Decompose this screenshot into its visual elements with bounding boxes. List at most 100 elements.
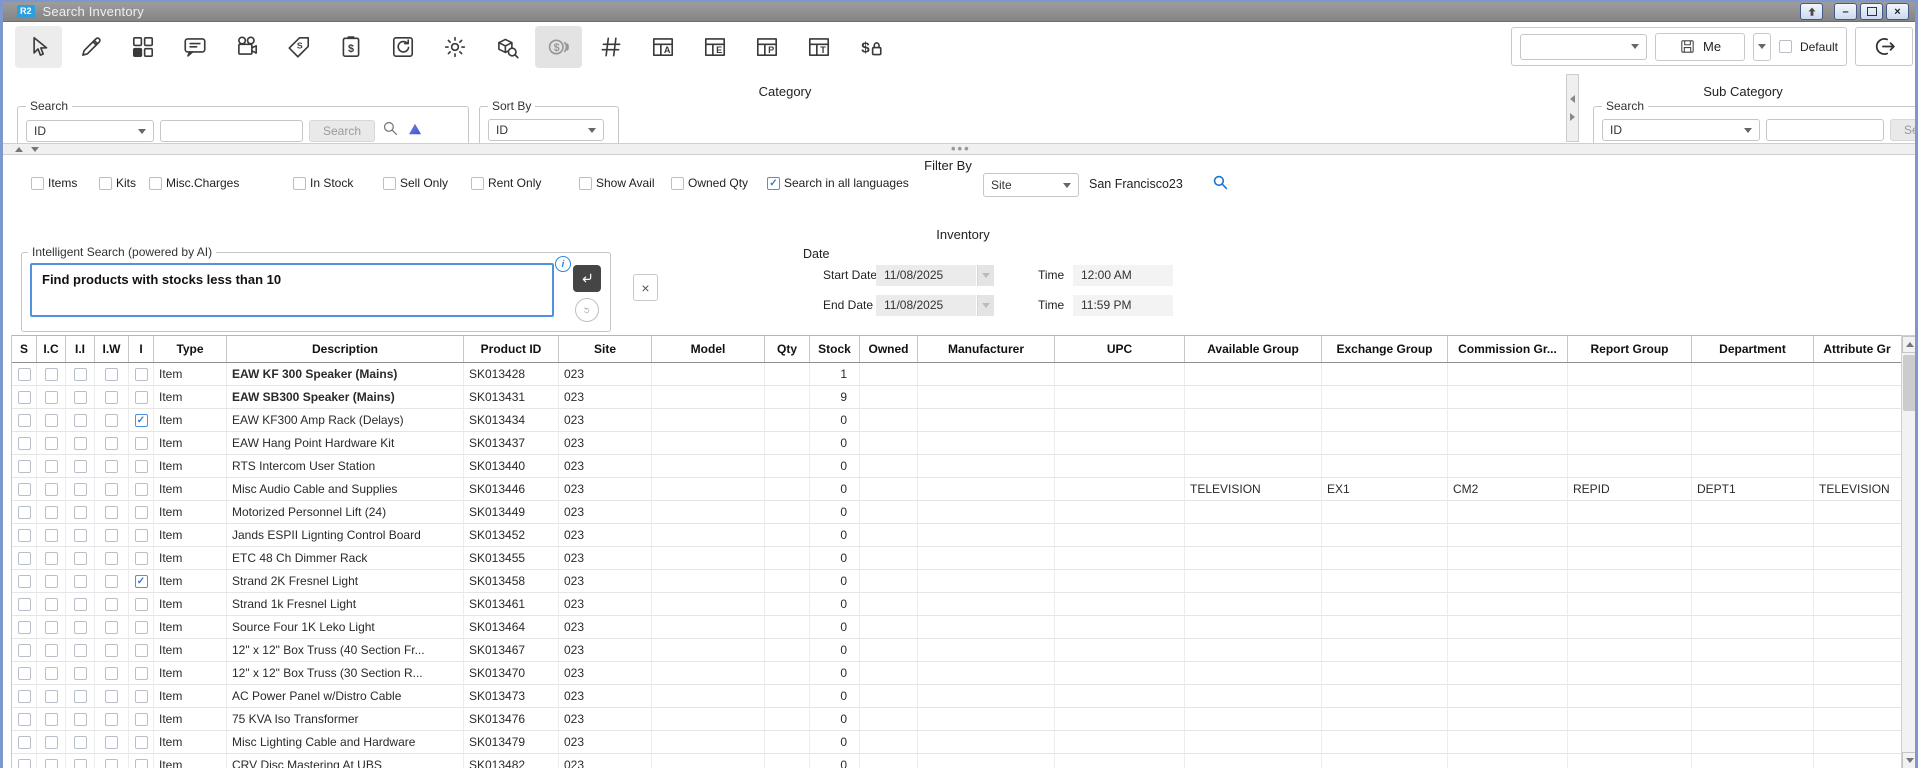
table-row[interactable]: Item 12" x 12" Box Truss (30 Section R...… bbox=[12, 662, 1901, 685]
row-checkbox-ic[interactable] bbox=[44, 574, 58, 588]
table-row[interactable]: ✓ Item EAW KF300 Amp Rack (Delays) SK013434… bbox=[12, 409, 1901, 432]
row-checkbox-s[interactable] bbox=[17, 643, 31, 657]
info-icon[interactable]: i bbox=[553, 254, 573, 274]
row-checkbox-ii[interactable] bbox=[73, 551, 87, 565]
ai-submit-button[interactable] bbox=[573, 265, 601, 292]
column-header-model[interactable]: Model bbox=[652, 336, 765, 362]
media-tool-button[interactable] bbox=[223, 26, 270, 68]
table-row[interactable]: Item Source Four 1K Leko Light SK013464 023… bbox=[12, 616, 1901, 639]
filter-checkbox-rent-only[interactable] bbox=[471, 176, 484, 190]
row-checkbox-s[interactable] bbox=[17, 574, 31, 588]
price-lock-tool-button[interactable]: $ bbox=[847, 26, 894, 68]
row-checkbox-i[interactable] bbox=[134, 666, 148, 680]
end-date-field[interactable]: 11/08/2025 bbox=[876, 294, 976, 316]
row-checkbox-i[interactable] bbox=[134, 712, 148, 726]
row-checkbox-i[interactable] bbox=[134, 528, 148, 542]
save-view-dropdown-button[interactable] bbox=[1753, 32, 1772, 61]
column-header-owned[interactable]: Owned bbox=[860, 336, 918, 362]
row-checkbox-iw[interactable] bbox=[105, 574, 118, 588]
table-row[interactable]: Item Jands ESPII Lignting Control Board SK… bbox=[12, 524, 1901, 547]
row-checkbox-ic[interactable] bbox=[44, 551, 58, 565]
end-time-field[interactable]: 11:59 PM bbox=[1073, 294, 1173, 316]
row-checkbox-s[interactable] bbox=[17, 735, 31, 749]
row-checkbox-ii[interactable] bbox=[73, 643, 87, 657]
row-checkbox-ic[interactable] bbox=[44, 482, 58, 496]
row-checkbox-ic[interactable] bbox=[44, 367, 58, 381]
category-field-select[interactable]: ID bbox=[26, 120, 154, 142]
pointer-tool-button[interactable] bbox=[15, 26, 62, 68]
row-checkbox-i[interactable] bbox=[134, 620, 148, 634]
row-checkbox-s[interactable] bbox=[17, 413, 31, 427]
edit-tool-button[interactable] bbox=[67, 26, 114, 68]
row-checkbox-ic[interactable] bbox=[44, 413, 58, 427]
save-view-me-button[interactable]: Me bbox=[1655, 32, 1746, 61]
ai-clear-button[interactable]: × bbox=[633, 274, 658, 301]
row-checkbox-ii[interactable] bbox=[73, 390, 87, 404]
row-checkbox-i[interactable] bbox=[134, 758, 148, 768]
row-checkbox-s[interactable] bbox=[17, 666, 31, 680]
row-checkbox-s[interactable] bbox=[17, 528, 31, 542]
row-checkbox-iw[interactable] bbox=[105, 597, 118, 611]
row-checkbox-iw[interactable] bbox=[105, 643, 118, 657]
close-button[interactable]: × bbox=[1886, 3, 1909, 20]
history-tool-button[interactable] bbox=[379, 26, 426, 68]
table-row[interactable]: Item Misc Audio Cable and Supplies SK01344… bbox=[12, 478, 1901, 501]
scroll-down-button[interactable] bbox=[1902, 752, 1915, 768]
row-checkbox-iw[interactable] bbox=[105, 436, 118, 450]
column-header-ii[interactable]: I.I bbox=[66, 336, 95, 362]
row-checkbox-i[interactable] bbox=[134, 505, 148, 519]
billing-tool-button[interactable]: $ bbox=[327, 26, 374, 68]
notes-tool-button[interactable] bbox=[171, 26, 218, 68]
row-checkbox-ii[interactable] bbox=[73, 436, 87, 450]
row-checkbox-ii[interactable] bbox=[73, 367, 87, 381]
row-checkbox-i[interactable] bbox=[134, 367, 148, 381]
table-t-tool-button[interactable]: T bbox=[795, 26, 842, 68]
column-header-exchange_group[interactable]: Exchange Group bbox=[1322, 336, 1448, 362]
default-checkbox[interactable] bbox=[1779, 40, 1792, 53]
row-checkbox-ic[interactable] bbox=[44, 459, 58, 473]
row-checkbox-s[interactable] bbox=[17, 597, 31, 611]
filter-checkbox-kits[interactable] bbox=[99, 176, 112, 190]
row-checkbox-s[interactable] bbox=[17, 758, 31, 768]
site-search-icon[interactable] bbox=[1211, 173, 1230, 197]
row-checkbox-iw[interactable] bbox=[105, 712, 118, 726]
row-checkbox-ii[interactable] bbox=[73, 459, 87, 473]
sort-by-select[interactable]: ID bbox=[488, 119, 604, 141]
row-checkbox-ic[interactable] bbox=[44, 528, 58, 542]
table-row[interactable]: Item EAW SB300 Speaker (Mains) SK013431 023… bbox=[12, 386, 1901, 409]
column-header-available_group[interactable]: Available Group bbox=[1185, 336, 1322, 362]
row-checkbox-i[interactable] bbox=[134, 459, 148, 473]
row-checkbox-s[interactable] bbox=[17, 620, 31, 634]
category-search-button[interactable]: Search bbox=[309, 120, 376, 142]
filter-checkbox-items[interactable] bbox=[31, 176, 44, 190]
category-search-input[interactable] bbox=[160, 120, 303, 142]
row-checkbox-i[interactable] bbox=[134, 689, 148, 703]
column-header-i[interactable]: I bbox=[129, 336, 154, 362]
row-checkbox-ii[interactable] bbox=[73, 505, 87, 519]
filter-checkbox-owned-qty[interactable] bbox=[671, 176, 684, 190]
row-checkbox-ic[interactable] bbox=[44, 712, 58, 726]
table-row[interactable]: Item CRV Disc Mastering At UBS SK013482 023… bbox=[12, 754, 1901, 768]
row-checkbox-s[interactable] bbox=[17, 390, 31, 404]
vertical-scrollbar[interactable] bbox=[1901, 335, 1915, 768]
row-checkbox-iw[interactable] bbox=[105, 390, 118, 404]
row-checkbox-i[interactable] bbox=[134, 390, 148, 404]
row-checkbox-i[interactable] bbox=[134, 597, 148, 611]
row-checkbox-i[interactable] bbox=[134, 436, 148, 450]
site-filter-select[interactable]: Site bbox=[983, 173, 1079, 197]
filter-checkbox-show-avail[interactable] bbox=[579, 176, 592, 190]
row-checkbox-ic[interactable] bbox=[44, 620, 58, 634]
row-checkbox-i[interactable] bbox=[134, 551, 148, 565]
table-row[interactable]: Item Misc Lighting Cable and Hardware SK01… bbox=[12, 731, 1901, 754]
filter-checkbox-in-stock[interactable] bbox=[293, 176, 306, 190]
exit-button[interactable] bbox=[1855, 27, 1913, 66]
table-row[interactable]: Item Strand 1k Fresnel Light SK013461 023 0 bbox=[12, 593, 1901, 616]
row-checkbox-ic[interactable] bbox=[44, 390, 58, 404]
row-checkbox-s[interactable] bbox=[17, 505, 31, 519]
row-checkbox-ii[interactable] bbox=[73, 597, 87, 611]
row-checkbox-s[interactable] bbox=[17, 551, 31, 565]
row-checkbox-i[interactable]: ✓ bbox=[134, 574, 148, 588]
end-date-dropdown-button[interactable] bbox=[977, 294, 994, 316]
table-row[interactable]: Item EAW KF 300 Speaker (Mains) SK013428 02… bbox=[12, 363, 1901, 386]
row-checkbox-s[interactable] bbox=[17, 459, 31, 473]
